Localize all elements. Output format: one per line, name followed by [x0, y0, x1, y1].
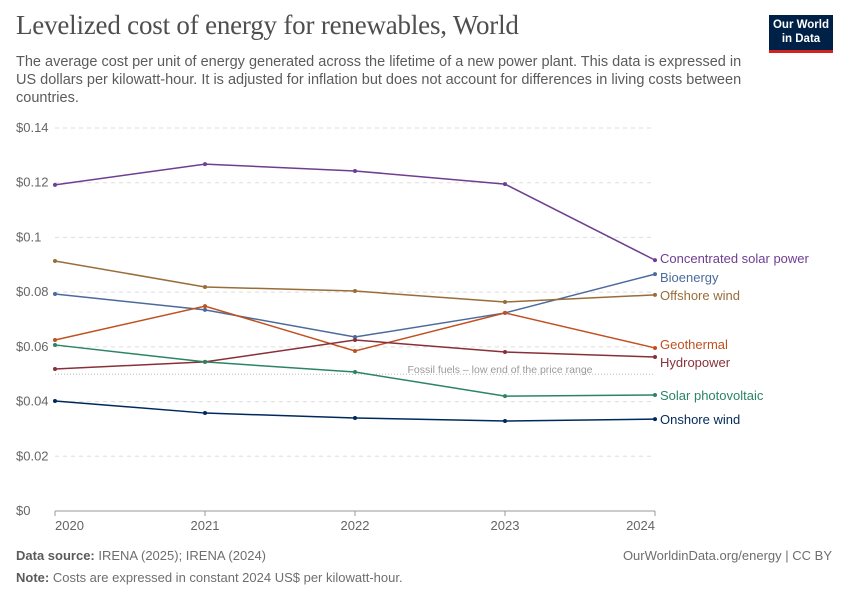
data-point	[503, 182, 507, 187]
series-label: Onshore wind	[660, 412, 740, 427]
data-point	[53, 258, 57, 263]
data-point	[353, 348, 357, 353]
data-point	[203, 359, 207, 364]
y-tick-label: $0	[16, 503, 30, 518]
data-point	[53, 342, 57, 347]
data-point	[653, 393, 657, 398]
data-point	[53, 338, 57, 343]
x-tick-label: 2021	[191, 518, 220, 533]
data-point	[653, 258, 657, 263]
y-tick-label: $0.04	[16, 394, 49, 409]
chart-title: Levelized cost of energy for renewables,…	[16, 10, 519, 40]
data-point	[353, 415, 357, 420]
data-point	[203, 284, 207, 289]
data-point	[503, 394, 507, 399]
series-label: Solar photovoltaic	[660, 388, 764, 403]
data-point	[353, 338, 357, 343]
series-line	[54, 163, 656, 261]
note: Note: Costs are expressed in constant 20…	[16, 570, 403, 585]
license-link[interactable]: OurWorldinData.org/energy | CC BY	[622, 548, 832, 563]
data-point	[353, 289, 357, 294]
y-tick-label: $0.02	[16, 448, 49, 463]
data-point	[653, 354, 657, 359]
source-text[interactable]: IRENA (2025); IRENA (2024)	[98, 548, 267, 563]
data-source: Data source: IRENA (2025); IRENA (2024)	[16, 548, 267, 563]
x-tick-label: 2024	[626, 518, 655, 533]
y-tick-label: $0.14	[16, 120, 49, 135]
series-label: Hydropower	[660, 355, 731, 370]
data-point	[203, 411, 207, 416]
data-point	[203, 304, 207, 309]
data-point	[203, 162, 207, 167]
series-label: Offshore wind	[660, 288, 740, 303]
data-point	[653, 272, 657, 277]
data-point	[203, 307, 207, 312]
data-point	[503, 418, 507, 423]
data-point	[503, 299, 507, 304]
y-tick-label: $0.1	[16, 229, 41, 244]
data-point	[503, 310, 507, 315]
data-point	[353, 370, 357, 375]
series-label: Geothermal	[660, 337, 728, 352]
data-point	[353, 335, 357, 340]
data-point	[653, 292, 657, 297]
series-line	[54, 305, 656, 352]
owid-logo[interactable]: Our World in Data	[769, 15, 833, 53]
series-label: Bioenergy	[660, 270, 719, 285]
series-label: Concentrated solar power	[660, 251, 810, 266]
x-tick-label: 2020	[55, 518, 84, 533]
y-tick-label: $0.06	[16, 339, 49, 354]
y-tick-label: $0.12	[16, 175, 49, 190]
data-point	[653, 417, 657, 422]
data-point	[503, 350, 507, 355]
x-tick-label: 2023	[491, 518, 520, 533]
series-line	[54, 260, 656, 303]
data-point	[53, 292, 57, 297]
y-tick-label: $0.08	[16, 284, 49, 299]
data-point	[653, 345, 657, 350]
data-point	[353, 168, 357, 173]
data-point	[53, 399, 57, 404]
chart-subtitle: The average cost per unit of energy gene…	[16, 54, 742, 106]
data-point	[53, 182, 57, 187]
reference-line-label: Fossil fuels – low end of the price rang…	[407, 364, 592, 376]
data-point	[53, 367, 57, 372]
x-tick-label: 2022	[341, 518, 370, 533]
